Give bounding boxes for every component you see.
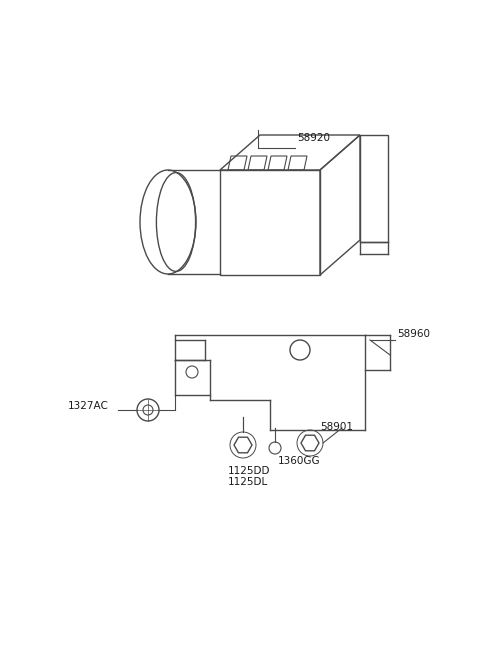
Text: 1125DL: 1125DL <box>228 477 268 487</box>
Text: 58901: 58901 <box>320 422 353 432</box>
Text: 58920: 58920 <box>297 133 330 143</box>
Text: 58960: 58960 <box>397 329 430 339</box>
Text: 1360GG: 1360GG <box>278 456 321 466</box>
Text: 1125DD: 1125DD <box>228 466 271 476</box>
Text: 1327AC: 1327AC <box>68 401 109 411</box>
